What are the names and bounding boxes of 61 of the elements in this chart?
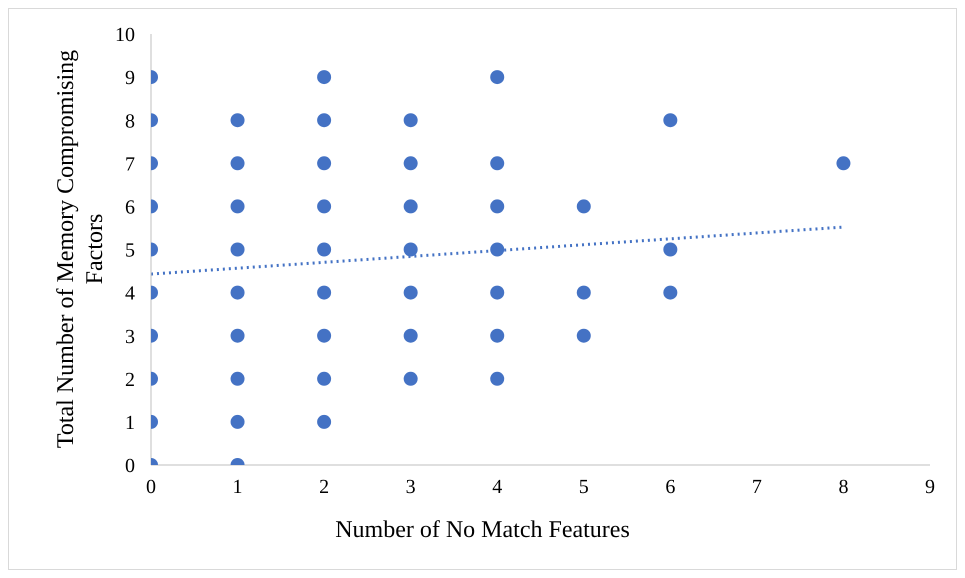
point <box>404 328 418 343</box>
point <box>317 199 332 214</box>
y-tick-label: 1 <box>125 412 135 434</box>
point <box>490 286 504 300</box>
point <box>317 156 332 170</box>
point <box>836 156 850 170</box>
point <box>490 70 504 84</box>
point <box>317 328 332 343</box>
point <box>490 242 504 256</box>
x-tick-label: 4 <box>492 476 502 498</box>
y-tick-label: 3 <box>125 326 135 348</box>
y-tick-label: 10 <box>115 24 135 46</box>
point <box>317 414 332 429</box>
point <box>230 328 245 343</box>
y-tick-label: 2 <box>125 368 135 391</box>
point <box>576 328 591 343</box>
x-tick-label: 2 <box>319 476 330 498</box>
point <box>230 242 245 256</box>
x-tick-label: 0 <box>146 476 156 498</box>
point <box>404 156 418 170</box>
point <box>230 414 245 429</box>
point <box>317 372 332 386</box>
y-axis-title: Total Number of Memory Compromising Factors <box>53 50 108 448</box>
y-tick-label: 8 <box>125 110 135 132</box>
point <box>230 372 245 386</box>
x-tick-label: 6 <box>665 476 676 498</box>
point <box>490 328 504 343</box>
point <box>404 372 418 386</box>
y-tick-label: 0 <box>125 455 135 478</box>
point <box>404 242 418 256</box>
point <box>317 242 332 256</box>
x-tick-label: 8 <box>838 476 848 498</box>
point <box>317 113 332 128</box>
x-axis-title: Number of No Match Features <box>334 517 631 544</box>
x-tick-label: 3 <box>406 476 416 498</box>
point <box>490 199 504 214</box>
point <box>490 372 504 386</box>
y-tick-label: 5 <box>125 240 135 262</box>
x-tick-label: 5 <box>578 476 589 498</box>
point <box>230 113 245 128</box>
point <box>404 199 418 214</box>
x-tick-label: 9 <box>925 476 935 498</box>
point <box>230 199 245 214</box>
y-tick-label: 4 <box>125 282 135 305</box>
y-tick-label: 9 <box>125 67 135 90</box>
y-tick-label: 6 <box>125 196 135 218</box>
point <box>317 286 332 300</box>
point <box>576 286 591 300</box>
point <box>404 286 418 300</box>
point <box>404 113 418 128</box>
point <box>663 242 678 256</box>
x-tick-label: 7 <box>752 476 762 498</box>
point <box>663 113 678 128</box>
point <box>576 199 591 214</box>
y-tick-label: 7 <box>125 153 135 176</box>
x-tick-label: 1 <box>232 476 243 498</box>
point <box>230 156 245 170</box>
point <box>663 286 678 300</box>
point <box>317 70 332 84</box>
point <box>490 156 504 170</box>
point <box>230 286 245 300</box>
